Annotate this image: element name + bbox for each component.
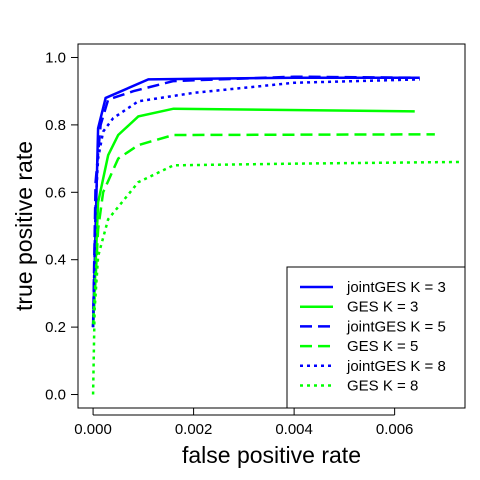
- x-axis: 0.000 0.002 0.004 0.006: [74, 408, 413, 438]
- y-tick-label: 0.6: [45, 184, 66, 201]
- y-tick-label: 1.0: [45, 49, 66, 66]
- plot-frame: [77, 43, 466, 409]
- legend: jointGES K = 3 GES K = 3 jointGES K = 5 GES…: [286, 266, 466, 409]
- x-tick-label: 0.000: [74, 421, 112, 438]
- series-line-3: [91, 75, 415, 328]
- y-axis-title: true positive rate: [11, 141, 37, 311]
- series-layer: [91, 75, 460, 395]
- series-line-5: [91, 78, 420, 328]
- y-tick-label: 0.4: [45, 252, 66, 269]
- x-tick-label: 0.004: [275, 421, 313, 438]
- y-tick-label: 0.0: [45, 387, 66, 404]
- y-tick-label: 0.2: [45, 319, 66, 336]
- legend-label: GES K = 8: [347, 378, 418, 395]
- y-tick-label: 0.8: [45, 117, 66, 134]
- legend-label: GES K = 5: [347, 338, 418, 355]
- legend-label: jointGES K = 3: [346, 279, 446, 296]
- x-axis-title: false positive rate: [182, 442, 361, 468]
- x-tick-label: 0.006: [376, 421, 414, 438]
- series-line-2: [91, 107, 415, 328]
- legend-label: GES K = 3: [347, 299, 418, 316]
- legend-label: jointGES K = 5: [346, 318, 446, 335]
- series-line-6: [91, 160, 460, 395]
- legend-label: jointGES K = 8: [346, 358, 446, 375]
- y-axis: 0.0 0.2 0.4 0.6 0.8 1.0: [45, 49, 78, 404]
- x-tick-label: 0.002: [175, 421, 213, 438]
- series-line-4: [91, 133, 435, 328]
